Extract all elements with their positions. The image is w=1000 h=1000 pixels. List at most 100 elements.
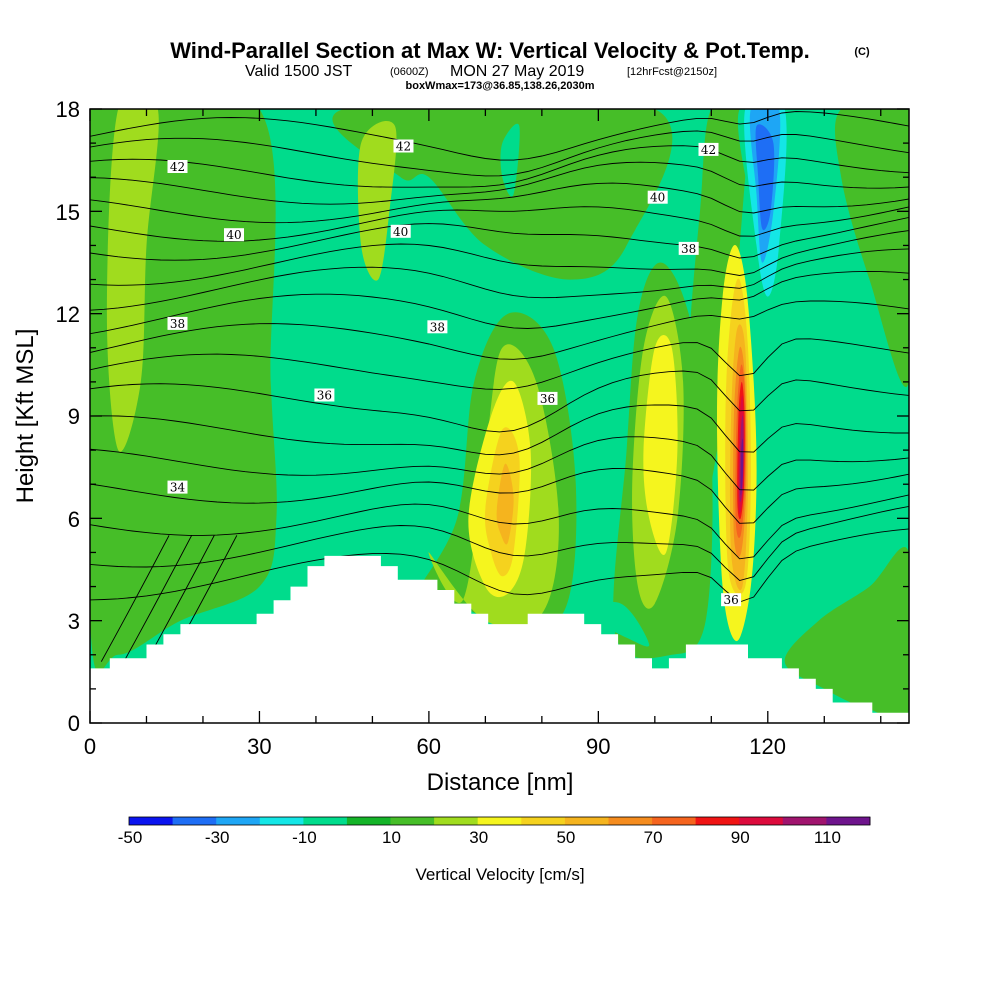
theta-contour-line <box>90 505 909 581</box>
colorbar-swatch <box>739 817 784 825</box>
contour-label-box <box>393 139 414 153</box>
contour-label-box <box>721 593 742 607</box>
x-axis-title: Distance [nm] <box>427 769 574 796</box>
velocity-region <box>106 109 159 452</box>
velocity-region <box>90 109 277 673</box>
colorbar-swatch <box>782 817 827 825</box>
theta-contour-line <box>90 338 909 390</box>
contour-label-box <box>167 480 188 494</box>
contour-label: 36 <box>721 593 742 607</box>
contour-labels: 42 42 42 40 40 40 38 38 38 36 36 36 34 <box>167 139 742 607</box>
y-tick-label: 12 <box>56 302 80 327</box>
colorbar-swatch <box>477 817 522 825</box>
y-tick-label: 9 <box>68 404 80 429</box>
theta-contour-line <box>90 206 909 242</box>
colorbar-tick-label: 10 <box>382 828 401 847</box>
y-axis: 0 3 6 9 12 15 18 Height [Kft MSL] <box>12 97 80 736</box>
y-tick-label: 18 <box>56 97 80 122</box>
theta-contour-line <box>90 182 909 224</box>
copyright-mark: (C) <box>854 46 870 58</box>
contour-label-text: 36 <box>540 392 555 406</box>
y-tick-label: 3 <box>68 609 80 634</box>
velocity-region <box>835 109 909 387</box>
contour-label-text: 40 <box>226 228 241 242</box>
theta-contour-line <box>123 535 193 662</box>
plot-area: 42 42 42 40 40 40 38 38 38 36 36 36 34 <box>90 109 909 723</box>
x-tick-label: 90 <box>586 734 610 759</box>
colorbar-title: Vertical Velocity [cm/s] <box>415 865 584 884</box>
velocity-region <box>643 334 678 556</box>
contour-label-box <box>537 391 558 405</box>
contour-label-box <box>224 228 244 242</box>
velocity-region <box>681 109 753 648</box>
theta-contour-line <box>90 494 909 560</box>
colorbar-swatch <box>826 817 871 825</box>
contour-label-box <box>167 160 188 173</box>
theta-contour-line <box>90 468 909 524</box>
colorbar-swatch <box>172 817 217 825</box>
x-axis: 0 30 60 90 120 Distance [nm] <box>84 734 786 796</box>
colorbar-tick-label: -10 <box>292 828 317 847</box>
theta-contour-line <box>90 248 909 311</box>
x-tick-label: 0 <box>84 734 96 759</box>
theta-contour-line <box>90 216 909 261</box>
colorbar: -50 -30 -10 10 30 50 70 90 110 Vertical … <box>118 816 871 884</box>
contour-label: 38 <box>678 241 699 256</box>
colorbar-tick-label: 90 <box>731 828 750 847</box>
colorbar-swatch <box>216 817 261 825</box>
contour-label: 42 <box>167 160 188 174</box>
theta-contour-line <box>90 145 909 188</box>
terrain-mask <box>90 555 909 723</box>
contour-label-text: 42 <box>170 160 185 174</box>
x-tick-label: 120 <box>749 734 786 759</box>
colorbar-tick-label: 50 <box>556 828 575 847</box>
colorbar-frame <box>128 816 871 826</box>
velocity-region <box>357 120 397 281</box>
contour-label-text: 38 <box>430 320 445 334</box>
colorbar-swatches <box>129 817 871 825</box>
theta-contour-line <box>90 528 909 603</box>
colorbar-swatch <box>608 817 653 825</box>
contour-label-box <box>698 142 719 156</box>
contour-label-box <box>647 190 668 204</box>
theta-contours <box>90 111 909 662</box>
colorbar-swatch <box>129 817 174 825</box>
colorbar-swatch <box>564 817 609 825</box>
velocity-region <box>573 601 650 647</box>
colorbar-tick-label: -50 <box>118 828 143 847</box>
contour-label: 38 <box>167 316 188 331</box>
colorbar-swatch <box>259 817 304 825</box>
theta-contour-line <box>90 111 909 161</box>
velocity-region <box>496 463 514 545</box>
contour-label-box <box>390 224 411 238</box>
colorbar-tick-label: 70 <box>644 828 663 847</box>
colorbar-tick-label: 30 <box>469 828 488 847</box>
contour-label: 40 <box>390 224 411 239</box>
colorbar-tick-label: -30 <box>205 828 230 847</box>
theta-contour-line <box>90 230 909 286</box>
velocity-region <box>809 304 865 524</box>
utc-time: (0600Z) <box>390 66 429 78</box>
theta-contour-line <box>90 161 909 205</box>
contour-label-text: 42 <box>701 143 716 157</box>
contour-label: 34 <box>167 480 188 495</box>
theta-contour-line <box>90 270 909 335</box>
contour-label: 40 <box>647 190 668 205</box>
y-tick-label: 0 <box>68 711 80 736</box>
contour-label-text: 36 <box>317 389 332 403</box>
contour-label-text: 38 <box>170 317 185 331</box>
contour-label-text: 40 <box>393 225 408 239</box>
x-tick-label: 60 <box>417 734 441 759</box>
velocity-region <box>740 438 744 496</box>
theta-contour-line <box>90 130 909 177</box>
velocity-region <box>332 313 418 451</box>
contour-label-box <box>678 241 699 255</box>
theta-contour-line <box>100 535 170 662</box>
y-tick-label: 15 <box>56 200 80 225</box>
contour-label: 42 <box>393 139 414 154</box>
forecast-info: [12hrFcst@2150z] <box>627 66 717 78</box>
colorbar-swatch <box>390 817 435 825</box>
velocity-fills <box>90 109 909 722</box>
velocity-region <box>784 547 909 722</box>
theta-contour-line <box>90 404 909 456</box>
